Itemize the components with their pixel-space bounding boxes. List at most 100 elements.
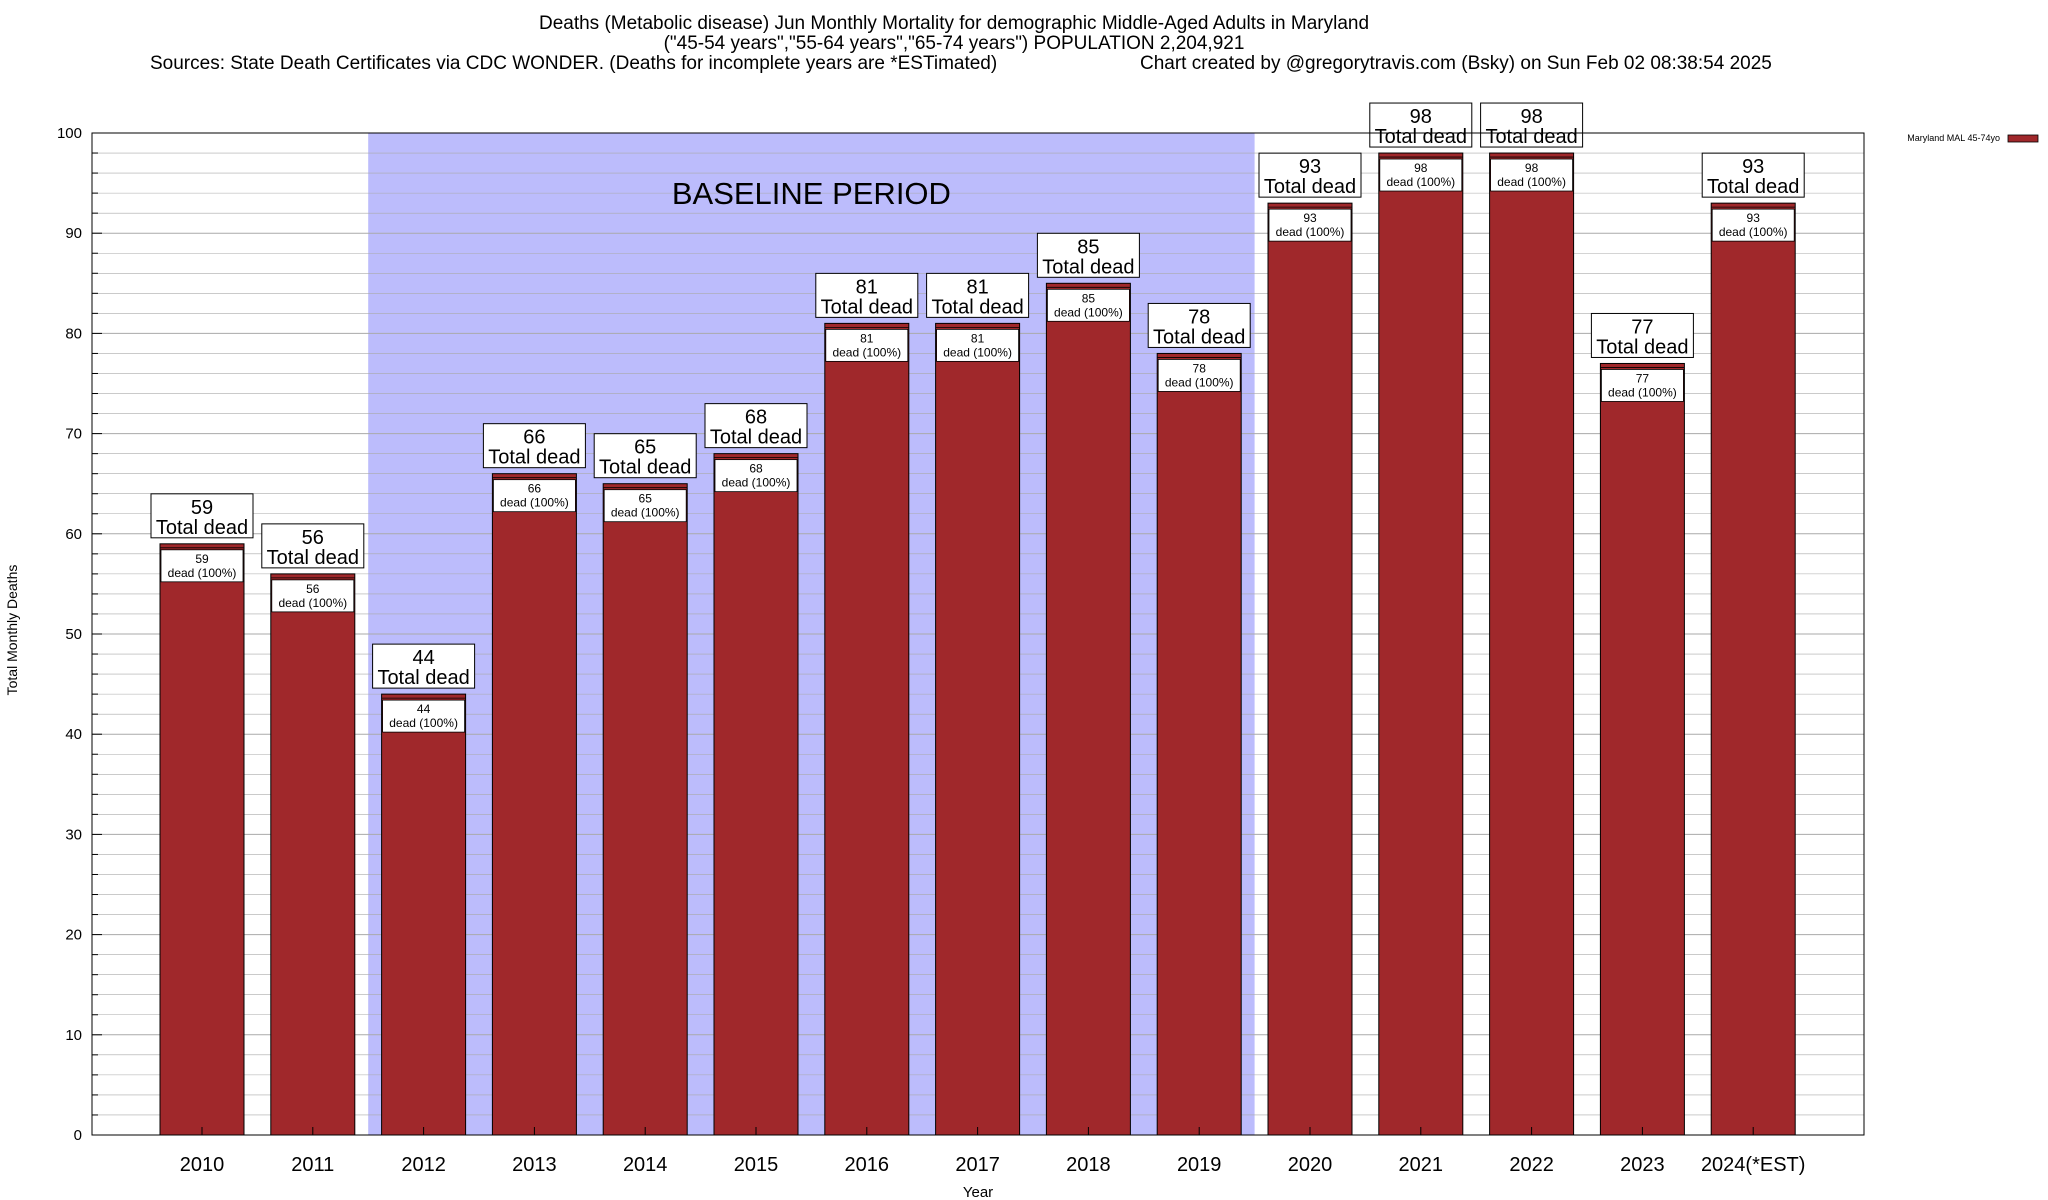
total-value-label: 98	[1410, 106, 1432, 128]
total-dead-label: Total dead	[1375, 126, 1467, 148]
inner-label-box	[1047, 288, 1130, 322]
total-value-label: 93	[1299, 156, 1321, 178]
total-value-label: 78	[1188, 306, 1210, 328]
inner-value-label: 44	[417, 702, 431, 716]
legend-swatch	[2007, 134, 2039, 143]
inner-value-label: 59	[195, 552, 209, 566]
total-label-box	[704, 403, 808, 449]
inner-label-box	[382, 699, 466, 733]
x-tick-label: 2022	[1509, 1154, 1554, 1176]
bar	[602, 483, 688, 1136]
total-value-label: 93	[1742, 156, 1764, 178]
x-tick-label: 2012	[401, 1154, 446, 1176]
inner-percent-label: dead (100%)	[611, 506, 680, 520]
bar	[270, 573, 356, 1136]
inner-percent-label: dead (100%)	[389, 716, 458, 730]
bar	[1489, 152, 1575, 1136]
total-dead-label: Total dead	[488, 447, 580, 469]
inner-label-box	[825, 328, 909, 362]
x-tick-label: 2013	[512, 1154, 557, 1176]
inner-label-box	[1379, 158, 1463, 192]
inner-label-box	[603, 489, 687, 523]
total-label-box	[1369, 102, 1473, 148]
chart-subtitle: ("45-54 years","55-64 years","65-74 year…	[663, 33, 1245, 54]
total-dead-label: Total dead	[267, 547, 359, 569]
inner-percent-label: dead (100%)	[1497, 175, 1566, 189]
total-label-box	[1036, 232, 1140, 278]
bar	[824, 322, 910, 1136]
bar	[713, 453, 799, 1136]
inner-percent-label: dead (100%)	[722, 476, 791, 490]
inner-label-box	[1268, 208, 1352, 242]
bar	[935, 322, 1021, 1136]
total-dead-label: Total dead	[156, 517, 248, 539]
x-tick-label: 2024(*EST)	[1701, 1154, 1806, 1176]
inner-value-label: 81	[971, 331, 985, 345]
inner-label-box	[271, 579, 355, 613]
total-label-box	[815, 272, 919, 318]
total-value-label: 85	[1077, 236, 1099, 258]
y-tick-label: 70	[65, 426, 82, 443]
inner-label-box	[1157, 359, 1241, 392]
x-tick-label: 2023	[1620, 1154, 1665, 1176]
total-dead-label: Total dead	[1707, 176, 1799, 198]
y-tick-label: 20	[65, 927, 82, 944]
bar	[491, 473, 577, 1136]
bar	[1599, 362, 1685, 1136]
x-tick-label: 2017	[955, 1154, 1000, 1176]
total-dead-label: Total dead	[710, 427, 802, 449]
total-value-label: 98	[1520, 106, 1542, 128]
inner-value-label: 93	[1303, 211, 1317, 225]
total-label-box	[1258, 152, 1362, 198]
total-dead-label: Total dead	[1153, 326, 1245, 348]
total-value-label: 66	[523, 427, 545, 449]
inner-percent-label: dead (100%)	[168, 566, 237, 580]
y-tick-label: 40	[65, 726, 82, 743]
total-label-box	[150, 493, 254, 539]
inner-label-box	[492, 479, 576, 513]
inner-value-label: 66	[528, 482, 542, 496]
total-label-box	[482, 423, 586, 469]
y-tick-label: 30	[65, 826, 82, 843]
bar	[1378, 152, 1464, 1136]
total-value-label: 77	[1631, 316, 1653, 338]
total-value-label: 56	[302, 527, 324, 549]
total-label-box	[926, 272, 1030, 318]
x-tick-label: 2011	[291, 1154, 334, 1176]
total-label-box	[1480, 102, 1584, 148]
inner-label-box	[936, 328, 1019, 362]
y-tick-label: 60	[65, 526, 82, 543]
total-dead-label: Total dead	[821, 296, 913, 318]
y-tick-label: 80	[65, 325, 82, 342]
total-dead-label: Total dead	[1264, 176, 1356, 198]
total-value-label: 81	[856, 276, 878, 298]
total-dead-label: Total dead	[377, 667, 469, 689]
inner-label-box	[160, 549, 244, 583]
bar	[1710, 202, 1796, 1136]
total-dead-label: Total dead	[1596, 336, 1688, 358]
total-value-label: 68	[745, 407, 767, 429]
total-dead-label: Total dead	[1485, 126, 1577, 148]
inner-percent-label: dead (100%)	[1608, 385, 1677, 399]
total-value-label: 81	[966, 276, 988, 298]
total-label-box	[372, 643, 476, 689]
inner-value-label: 77	[1636, 371, 1650, 385]
y-tick-label: 50	[65, 626, 82, 643]
x-tick-label: 2014	[623, 1154, 668, 1176]
inner-value-label: 68	[749, 462, 763, 476]
total-value-label: 59	[191, 497, 213, 519]
inner-percent-label: dead (100%)	[1719, 225, 1788, 239]
x-tick-label: 2021	[1399, 1154, 1444, 1176]
total-dead-label: Total dead	[1042, 256, 1134, 278]
inner-percent-label: dead (100%)	[500, 496, 569, 510]
inner-value-label: 81	[860, 331, 874, 345]
x-tick-label: 2020	[1288, 1154, 1333, 1176]
y-tick-label: 90	[65, 225, 82, 242]
sources-note: Sources: State Death Certificates via CD…	[150, 53, 998, 74]
total-value-label: 65	[634, 437, 656, 459]
bar	[1156, 352, 1242, 1136]
inner-value-label: 98	[1525, 161, 1539, 175]
y-tick-label: 10	[65, 1027, 82, 1044]
inner-value-label: 56	[306, 582, 320, 596]
